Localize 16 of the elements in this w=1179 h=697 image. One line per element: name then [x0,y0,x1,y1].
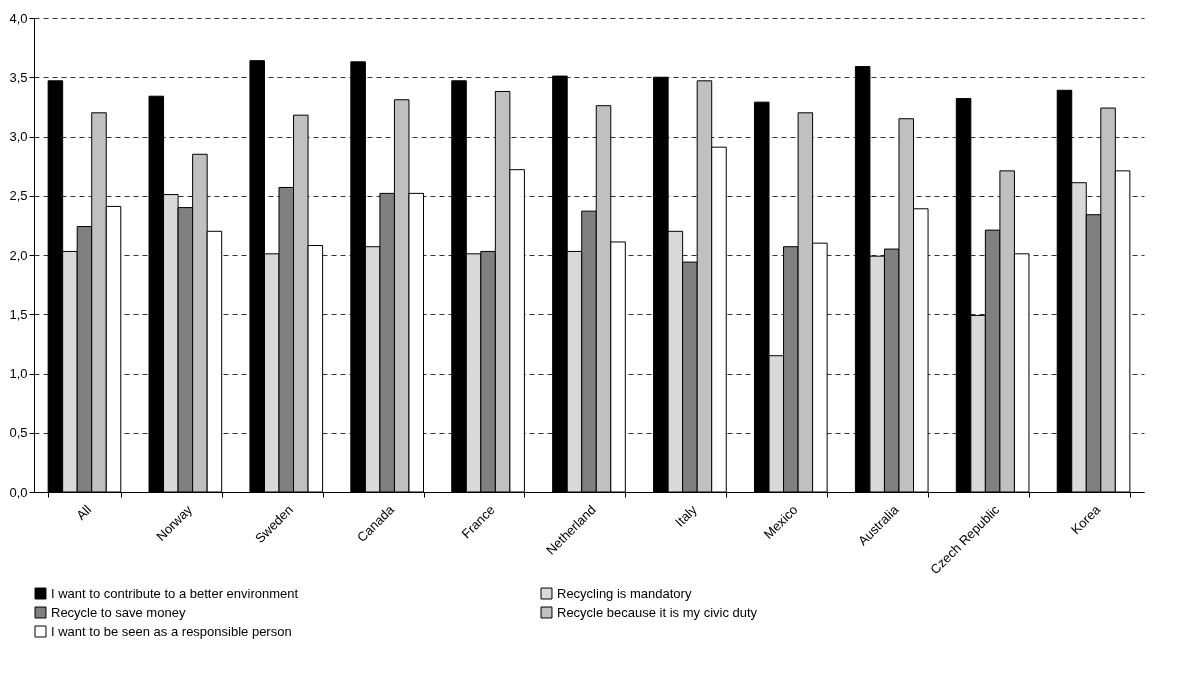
y-tick-label: 0,5 [9,425,28,441]
legend-label: I want to be seen as a responsible person [51,623,292,639]
legend-label: Recycle because it is my civic duty [557,604,758,620]
y-tick-label: 3,5 [9,69,28,85]
legend-label: I want to contribute to a better environment [51,585,299,601]
y-tick-label: 2,0 [9,247,28,263]
y-tick-label: 2,5 [9,188,28,204]
y-tick-label: 1,5 [9,306,28,322]
y-tick-label: 3,0 [9,129,28,144]
y-tick-label: 0,0 [9,484,28,500]
legend-label: Recycle to save money [51,604,186,620]
y-tick-label: 1,0 [9,366,28,381]
x-tick-label: All [73,502,95,523]
legend-label: Recycling is mandatory [557,585,692,601]
y-tick-label: 4,0 [9,10,28,26]
x-tick-label: Italy [672,501,700,530]
